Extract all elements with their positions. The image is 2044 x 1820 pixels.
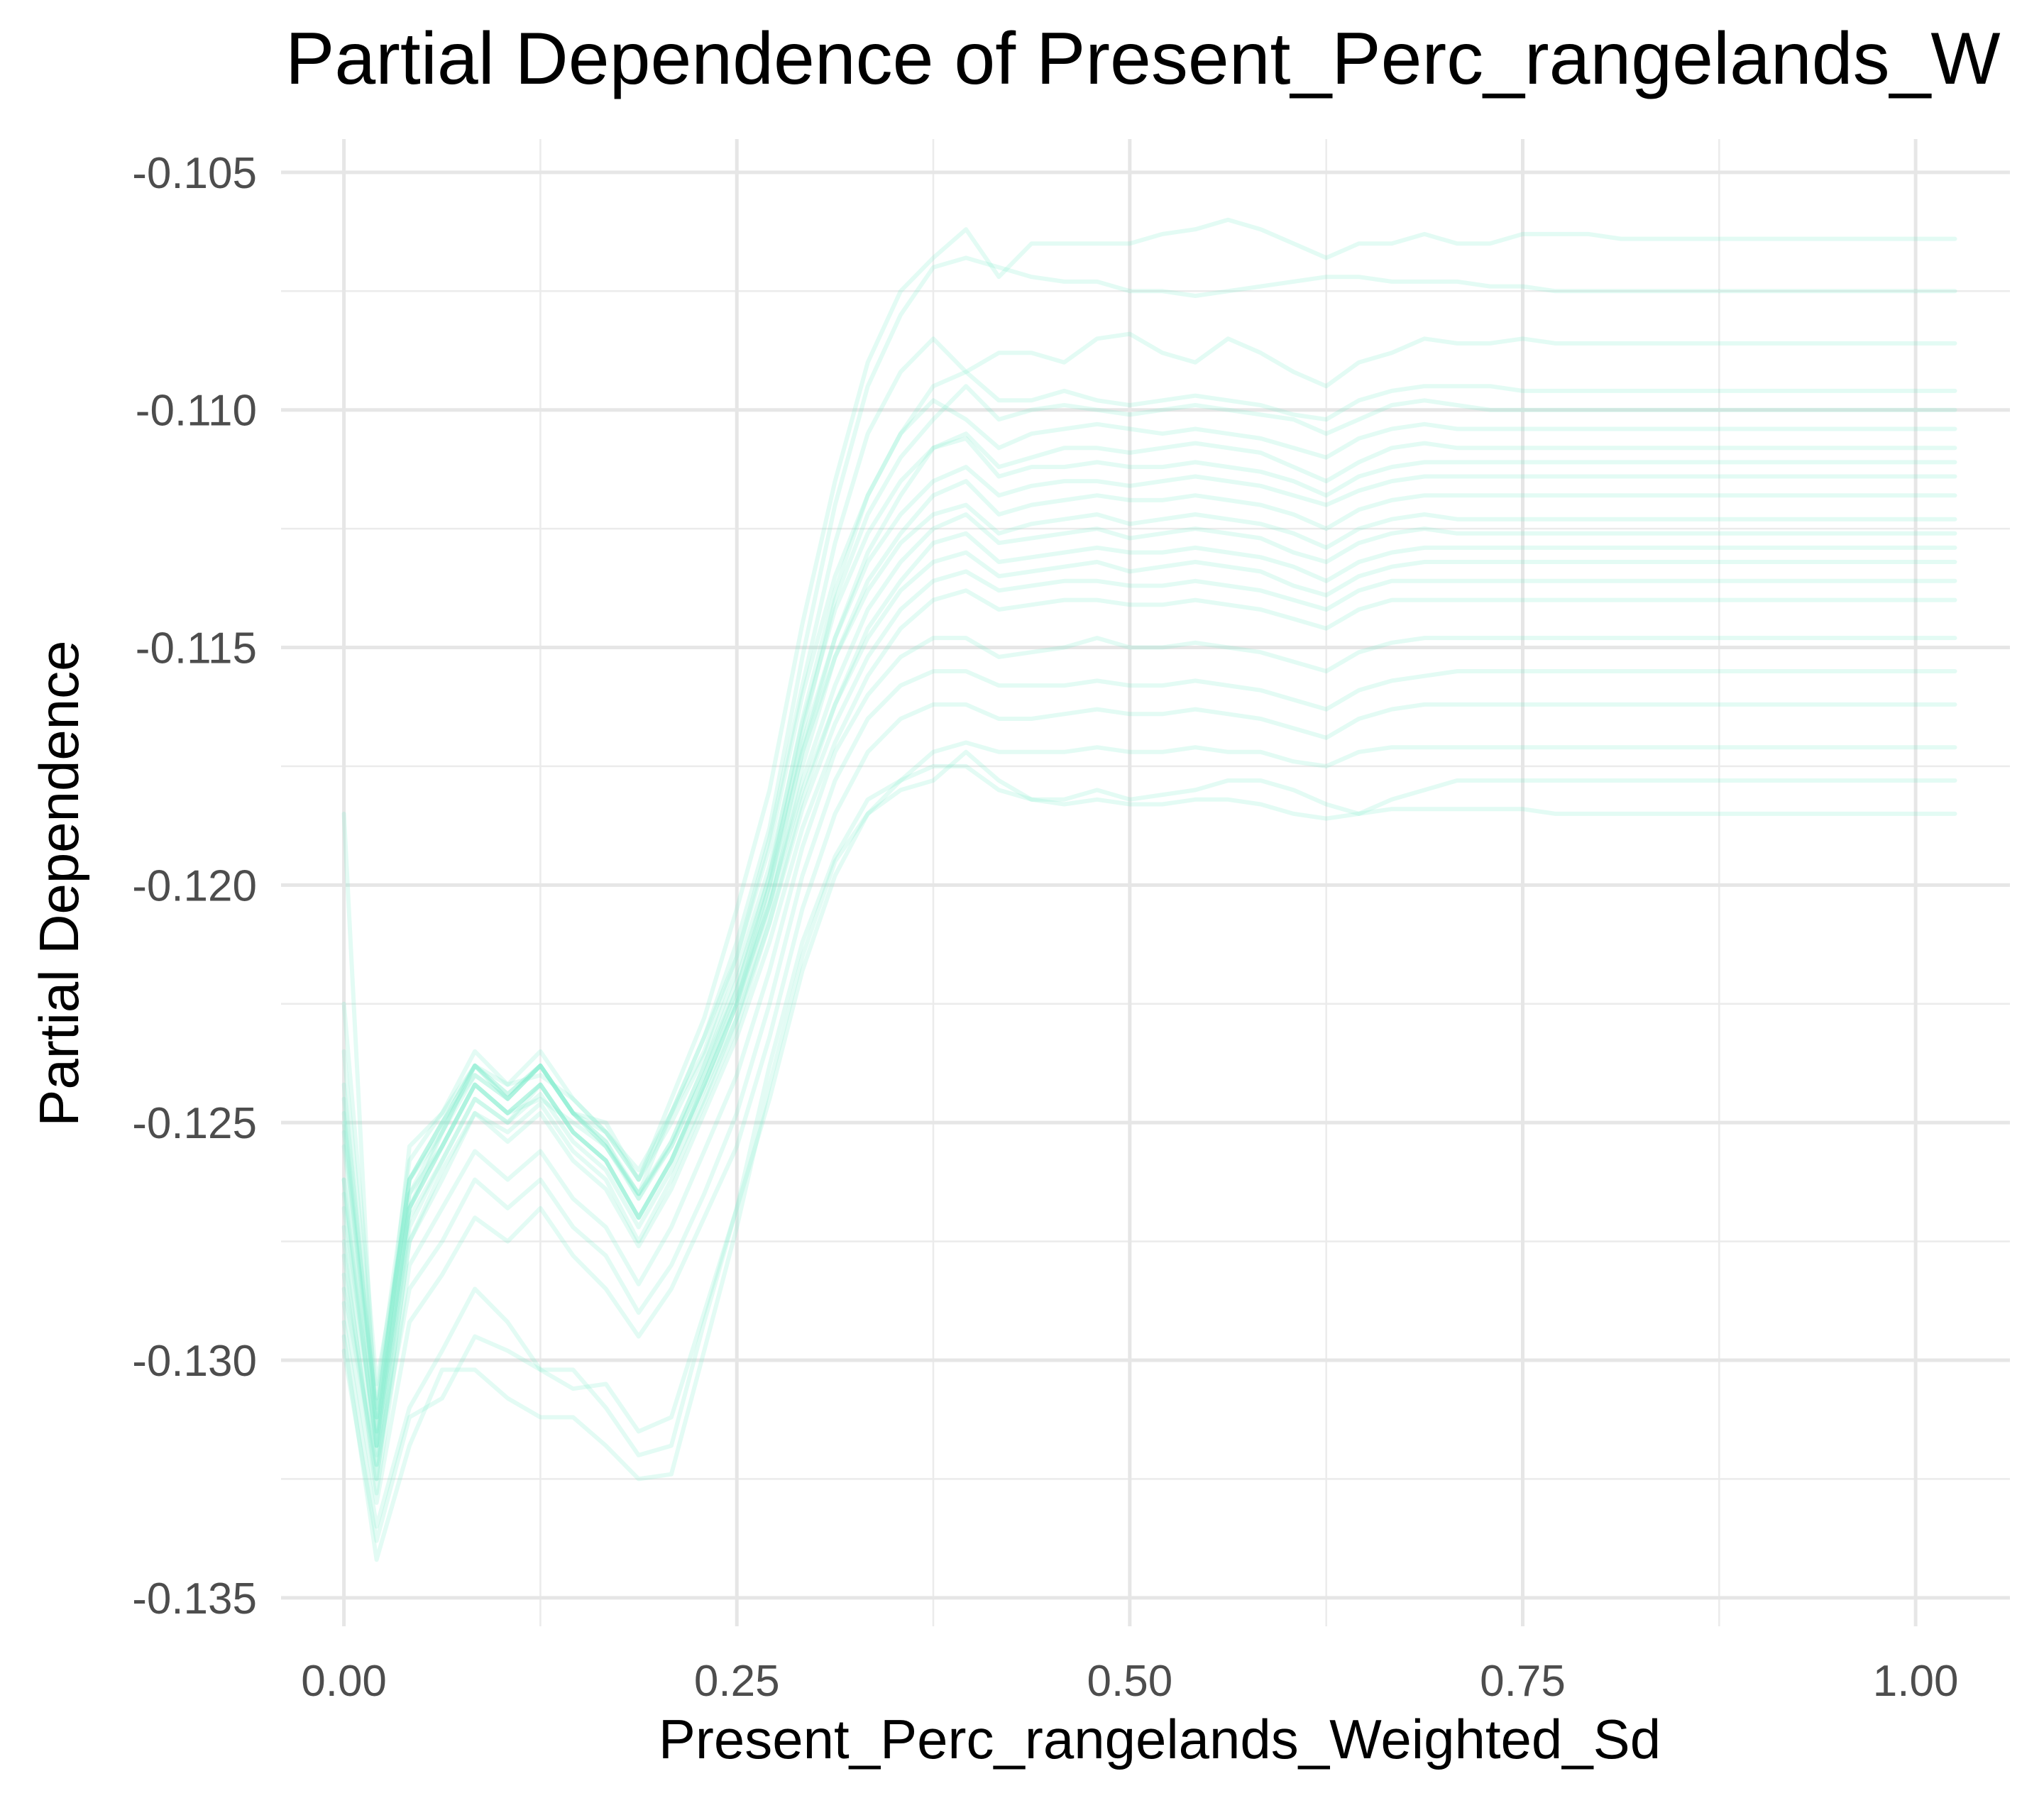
pd-curve-4 [341,370,1957,1410]
pd-curve-8 [341,436,1957,1401]
pd-curve-17 [341,636,1957,1496]
pd-curve-16 [341,588,1957,1482]
x-tick-label: 0.50 [1087,1657,1173,1706]
pd-curve-18 [341,669,1957,1467]
pd-curve-12 [341,512,1957,1448]
x-tick-label: 0.25 [694,1657,780,1706]
pd-curve-20 [341,740,1957,1529]
pd-curve-3 [341,331,1957,1434]
x-tick-label: 0.75 [1480,1657,1566,1706]
pd-curve-13 [341,531,1957,1482]
x-axis-title: Present_Perc_rangelands_Weighted_Sd [659,1708,1661,1770]
y-tick-label: -0.105 [132,149,257,198]
x-tick-label: 0.00 [301,1657,387,1706]
tick-labels: 0.00 0.25 0.50 0.75 1.00 -0.135 -0.130 -0.125 -0… [132,149,1958,1706]
y-tick-label: -0.115 [136,624,257,673]
grid-layer [281,139,2010,1626]
y-axis-title: Partial Dependence [28,640,90,1126]
y-tick-label: -0.135 [132,1574,257,1623]
x-tick-label: 1.00 [1873,1657,1959,1706]
pd-curve-14 [341,550,1957,1420]
y-tick-label: -0.110 [136,387,257,436]
pd-curve-10 [341,479,1957,1467]
pd-curve-22 [341,763,1957,1543]
pd-curve-15 [341,569,1957,1448]
series-layer [341,217,1957,1562]
pd-curve-19 [341,702,1957,1505]
y-tick-label: -0.130 [132,1337,257,1386]
pd-curve-7 [341,431,1957,1448]
y-tick-label: -0.125 [132,1099,257,1148]
pd-curve-5 [341,384,1957,1457]
pd-curve-11 [341,502,1957,1420]
pd-curve-21 [341,749,1957,1562]
pd-curve-6 [341,398,1957,1420]
pd-curve-2 [341,255,1957,1386]
y-tick-label: -0.120 [132,861,257,910]
chart-title: Partial Dependence of Present_Perc_range… [285,18,2001,100]
pd-curve-1 [341,217,1957,1448]
pd-curve-9 [341,465,1957,1434]
